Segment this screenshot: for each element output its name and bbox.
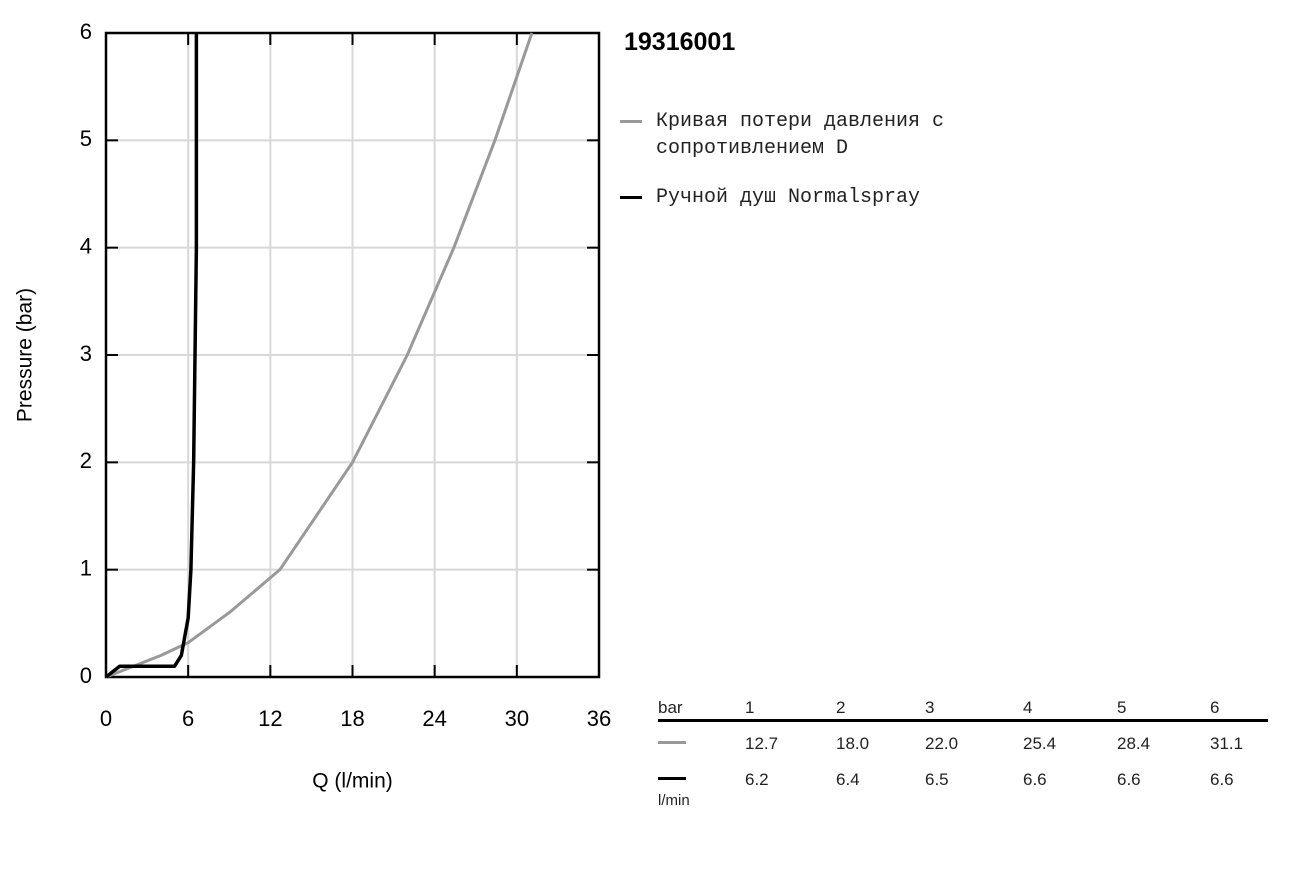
- table-cell: 6.6: [1023, 770, 1047, 789]
- table-header-cell: 5: [1117, 698, 1127, 717]
- x-tick-label: 36: [587, 706, 611, 731]
- x-axis-label: Q (l/min): [312, 770, 393, 793]
- data-line: [104, 33, 199, 679]
- table-cell: 6.5: [925, 770, 949, 789]
- table-cell: 6.6: [1210, 770, 1234, 789]
- legend-swatch: [620, 120, 642, 123]
- x-tick-label: 18: [340, 706, 364, 731]
- x-tick-label: 24: [422, 706, 446, 731]
- x-tick-label: 0: [100, 706, 112, 731]
- row-swatch: [658, 741, 686, 744]
- y-tick-label: 3: [80, 341, 92, 366]
- table-rule: [658, 719, 1268, 722]
- table-cell: 22.0: [925, 734, 959, 753]
- data-line: [105, 32, 534, 679]
- table-cell: 31.1: [1210, 734, 1244, 753]
- table-header-cell: 2: [836, 698, 846, 717]
- y-tick-label: 1: [80, 555, 92, 580]
- table-header-cell: 3: [925, 698, 935, 717]
- legend-label: Кривая потери давления с сопротивлением …: [656, 110, 945, 160]
- table-cell: 18.0: [836, 734, 870, 753]
- unit-label: l/min: [658, 792, 690, 809]
- legend-label: Ручной душ Normalspray: [656, 186, 921, 209]
- table-cell: 6.4: [836, 770, 860, 789]
- plot-frame: [104, 31, 601, 679]
- y-tick-label: 5: [80, 126, 92, 151]
- y-tick-label: 0: [80, 663, 92, 688]
- y-tick-label: 2: [80, 448, 92, 473]
- table-cell: 25.4: [1023, 734, 1057, 753]
- y-axis-label: Pressure (bar): [14, 288, 37, 422]
- table-cell: 6.2: [745, 770, 769, 789]
- chart-title: 19316001: [624, 28, 736, 56]
- x-tick-label: 12: [258, 706, 282, 731]
- table-header-cell: 1: [745, 698, 755, 717]
- table-cell: 12.7: [745, 734, 779, 753]
- y-tick-label: 6: [80, 19, 92, 44]
- table-cell: 6.6: [1117, 770, 1141, 789]
- legend-item: Кривая потери давления с сопротивлением …: [620, 108, 1060, 162]
- legend-swatch: [620, 196, 642, 199]
- table-header-cell: 4: [1023, 698, 1033, 717]
- x-tick-label: 6: [182, 706, 194, 731]
- table-header-cell: bar: [658, 698, 683, 717]
- legend-item: Ручной душ Normalspray: [620, 184, 1060, 211]
- row-swatch: [658, 777, 686, 780]
- x-tick-label: 30: [505, 706, 529, 731]
- y-tick-label: 4: [80, 233, 92, 258]
- table-cell: 28.4: [1117, 734, 1151, 753]
- legend: Кривая потери давления с сопротивлением …: [620, 108, 1060, 233]
- table-header-cell: 6: [1210, 698, 1220, 717]
